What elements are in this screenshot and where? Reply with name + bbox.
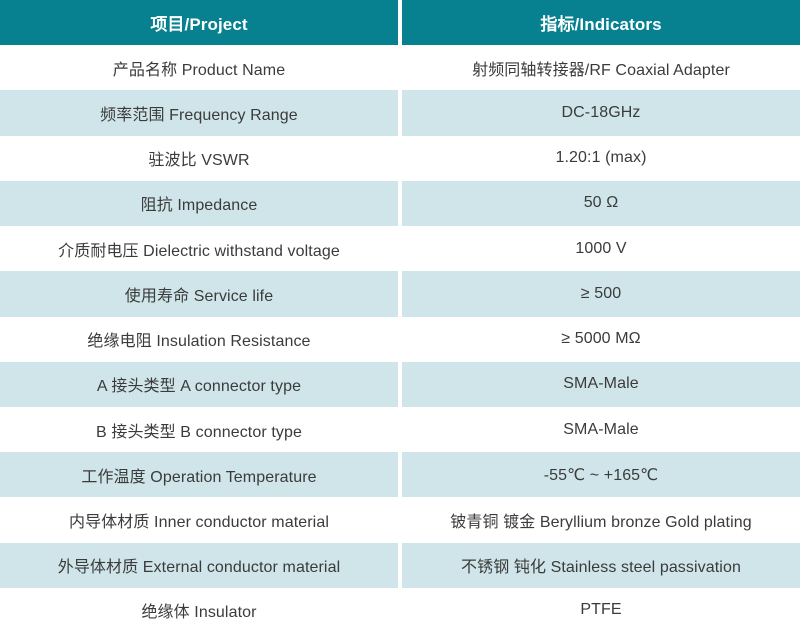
project-cell: 使用寿命 Service life (0, 271, 398, 317)
indicator-cell: ≥ 5000 MΩ (402, 316, 800, 362)
project-cell: 频率范围 Frequency Range (0, 90, 398, 136)
indicator-cell: 1.20:1 (max) (402, 135, 800, 181)
header-project-cell: 项目/Project (0, 0, 398, 46)
project-cell: 绝缘体 Insulator (0, 587, 398, 633)
table-row: 频率范围 Frequency Range DC-18GHz (0, 90, 800, 136)
indicator-cell: 50 Ω (402, 180, 800, 227)
table-header-row: 项目/Project 指标/Indicators (0, 0, 800, 46)
project-cell: 介质耐电压 Dielectric withstand voltage (0, 226, 398, 272)
indicator-cell: PTFE (402, 587, 800, 633)
table-row: 介质耐电压 Dielectric withstand voltage 1000 V (0, 226, 800, 272)
project-cell: 绝缘电阻 Insulation Resistance (0, 316, 398, 362)
table-row: 驻波比 VSWR 1.20:1 (max) (0, 135, 800, 181)
table-row: 内导体材质 Inner conductor material 铍青铜 镀金 Ber… (0, 497, 800, 543)
table-row: 阻抗 Impedance 50 Ω (0, 180, 800, 227)
table-row: 绝缘体 Insulator PTFE (0, 587, 800, 633)
table-row: B 接头类型 B connector type SMA-Male (0, 406, 800, 453)
table-row: 外导体材质 External conductor material 不锈钢 钝化 … (0, 542, 800, 588)
project-cell: 阻抗 Impedance (0, 180, 398, 227)
project-cell: A 接头类型 A connector type (0, 361, 398, 407)
indicator-cell: -55℃ ~ +165℃ (402, 452, 800, 498)
indicator-cell: 射频同轴转接器/RF Coaxial Adapter (402, 45, 800, 91)
indicator-cell: ≥ 500 (402, 271, 800, 317)
indicator-cell: SMA-Male (402, 406, 800, 453)
project-cell: 产品名称 Product Name (0, 45, 398, 91)
table-row: 使用寿命 Service life ≥ 500 (0, 271, 800, 317)
indicator-cell: 1000 V (402, 226, 800, 272)
table-row: 工作温度 Operation Temperature -55℃ ~ +165℃ (0, 452, 800, 498)
project-cell: 工作温度 Operation Temperature (0, 452, 398, 498)
indicator-cell: SMA-Male (402, 361, 800, 407)
indicator-cell: 不锈钢 钝化 Stainless steel passivation (402, 542, 800, 588)
project-cell: 驻波比 VSWR (0, 135, 398, 181)
table-row: 产品名称 Product Name 射频同轴转接器/RF Coaxial Adap… (0, 45, 800, 91)
project-cell: 内导体材质 Inner conductor material (0, 497, 398, 543)
project-cell: 外导体材质 External conductor material (0, 542, 398, 588)
indicator-cell: DC-18GHz (402, 90, 800, 136)
header-indicators-cell: 指标/Indicators (402, 0, 800, 46)
table-row: A 接头类型 A connector type SMA-Male (0, 361, 800, 407)
project-cell: B 接头类型 B connector type (0, 406, 398, 453)
table-row: 绝缘电阻 Insulation Resistance ≥ 5000 MΩ (0, 316, 800, 362)
indicator-cell: 铍青铜 镀金 Beryllium bronze Gold plating (402, 497, 800, 543)
